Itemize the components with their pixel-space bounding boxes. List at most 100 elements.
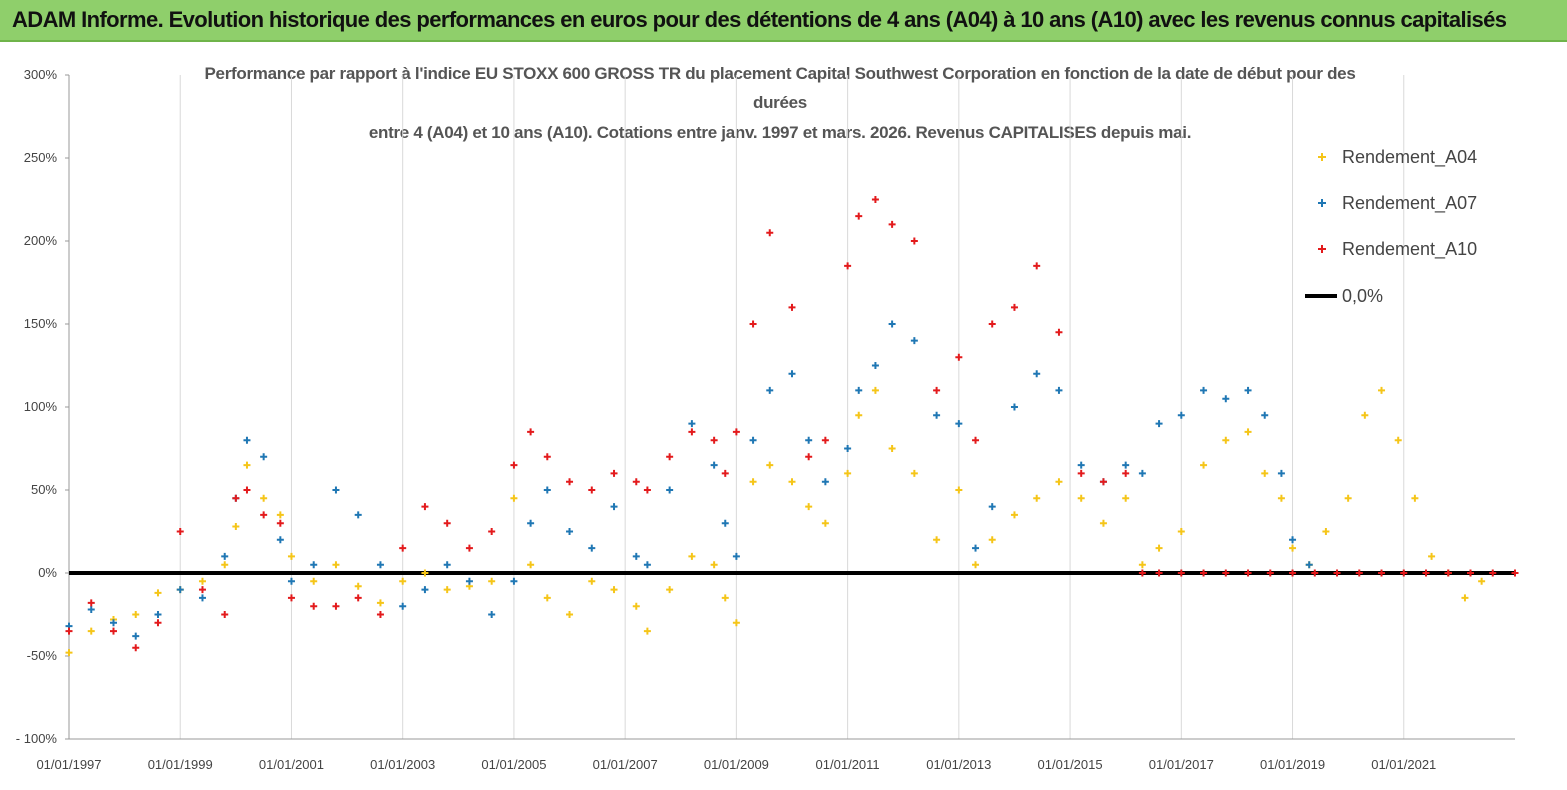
data-point bbox=[910, 469, 918, 477]
data-point bbox=[643, 627, 651, 635]
data-point bbox=[399, 577, 407, 585]
data-point bbox=[972, 561, 980, 569]
data-point bbox=[1289, 536, 1297, 544]
data-point bbox=[1055, 386, 1063, 394]
data-point bbox=[910, 337, 918, 345]
data-point bbox=[1200, 461, 1208, 469]
data-point bbox=[154, 619, 162, 627]
data-point bbox=[610, 586, 618, 594]
data-point bbox=[510, 494, 518, 502]
data-point bbox=[632, 478, 640, 486]
data-point bbox=[132, 632, 140, 640]
data-point bbox=[354, 594, 362, 602]
data-point bbox=[1266, 569, 1274, 577]
data-point bbox=[1378, 386, 1386, 394]
data-point bbox=[721, 519, 729, 527]
series-Rendement_A10 bbox=[65, 196, 1519, 652]
data-point bbox=[198, 577, 206, 585]
data-point bbox=[276, 511, 284, 519]
data-point bbox=[844, 445, 852, 452]
data-point bbox=[332, 486, 340, 494]
data-point bbox=[1155, 420, 1163, 428]
data-point bbox=[232, 494, 240, 502]
y-tick-label: 250% bbox=[24, 150, 58, 165]
data-point bbox=[1333, 569, 1341, 577]
data-point bbox=[955, 353, 963, 361]
data-point bbox=[972, 544, 980, 552]
data-point bbox=[1099, 519, 1107, 527]
series-Rendement_A07 bbox=[65, 320, 1313, 640]
chart-title-line-3: entre 4 (A04) et 10 ans (A10). Cotations… bbox=[368, 123, 1192, 142]
data-point bbox=[588, 486, 596, 494]
data-point bbox=[933, 386, 941, 394]
data-point bbox=[688, 428, 696, 436]
data-point bbox=[65, 649, 73, 657]
axis-layer: 300% 250% 200% 150% 100% 50% 0% -50% - 100% 01/01… bbox=[16, 67, 1515, 772]
data-point bbox=[732, 619, 740, 627]
data-point bbox=[1305, 561, 1313, 569]
data-point bbox=[933, 411, 941, 419]
legend-label: Rendement_A04 bbox=[1342, 147, 1477, 168]
data-point bbox=[566, 528, 574, 535]
data-point bbox=[154, 589, 162, 597]
data-point bbox=[805, 503, 813, 511]
data-point bbox=[376, 611, 384, 618]
x-tick-label: 01/01/2021 bbox=[1371, 757, 1436, 772]
legend-label: 0,0% bbox=[1342, 286, 1383, 306]
data-point bbox=[732, 428, 740, 436]
data-point bbox=[1478, 577, 1486, 585]
data-point bbox=[710, 436, 718, 444]
data-point bbox=[488, 577, 496, 585]
series-Rendement_A04 bbox=[65, 386, 1486, 657]
data-point bbox=[221, 552, 229, 560]
data-point bbox=[332, 602, 340, 610]
x-tick-label: 01/01/1997 bbox=[36, 757, 101, 772]
data-point bbox=[955, 420, 963, 428]
data-point bbox=[1394, 436, 1402, 444]
data-point bbox=[1033, 370, 1041, 378]
y-tick-label: 300% bbox=[24, 67, 58, 82]
data-point bbox=[1122, 469, 1130, 477]
data-point bbox=[643, 486, 651, 494]
data-point bbox=[566, 478, 574, 486]
data-point bbox=[132, 644, 140, 652]
data-point bbox=[1177, 411, 1185, 419]
data-point bbox=[109, 619, 117, 627]
data-point bbox=[1177, 528, 1185, 535]
data-point bbox=[276, 519, 284, 527]
data-point bbox=[749, 436, 757, 444]
data-point bbox=[287, 594, 295, 602]
data-point bbox=[910, 237, 918, 245]
chart-title-line-2: durées bbox=[753, 93, 807, 112]
data-point bbox=[666, 453, 674, 461]
data-point bbox=[1277, 494, 1285, 502]
legend-swatch bbox=[1318, 153, 1326, 161]
data-point bbox=[310, 602, 318, 610]
data-point bbox=[1222, 569, 1230, 577]
data-point bbox=[243, 436, 251, 444]
data-point bbox=[871, 196, 879, 203]
legend-label: Rendement_A07 bbox=[1342, 193, 1477, 214]
data-point bbox=[1289, 569, 1297, 577]
data-point bbox=[221, 611, 229, 618]
data-point bbox=[510, 577, 518, 585]
data-point bbox=[443, 586, 451, 594]
data-point bbox=[543, 486, 551, 494]
data-point bbox=[1010, 403, 1018, 411]
data-point bbox=[871, 386, 879, 394]
data-point bbox=[1099, 478, 1107, 486]
y-tick-label: -50% bbox=[27, 648, 58, 663]
data-point bbox=[933, 536, 941, 544]
y-tick-label: 150% bbox=[24, 316, 58, 331]
data-point bbox=[1177, 569, 1185, 577]
data-point bbox=[688, 552, 696, 560]
data-point bbox=[260, 494, 268, 502]
data-point bbox=[666, 486, 674, 494]
data-point bbox=[766, 229, 774, 237]
data-point bbox=[805, 453, 813, 461]
data-point bbox=[788, 303, 796, 311]
data-point bbox=[399, 602, 407, 610]
data-point bbox=[510, 461, 518, 469]
data-point bbox=[1055, 478, 1063, 486]
data-point bbox=[749, 320, 757, 328]
